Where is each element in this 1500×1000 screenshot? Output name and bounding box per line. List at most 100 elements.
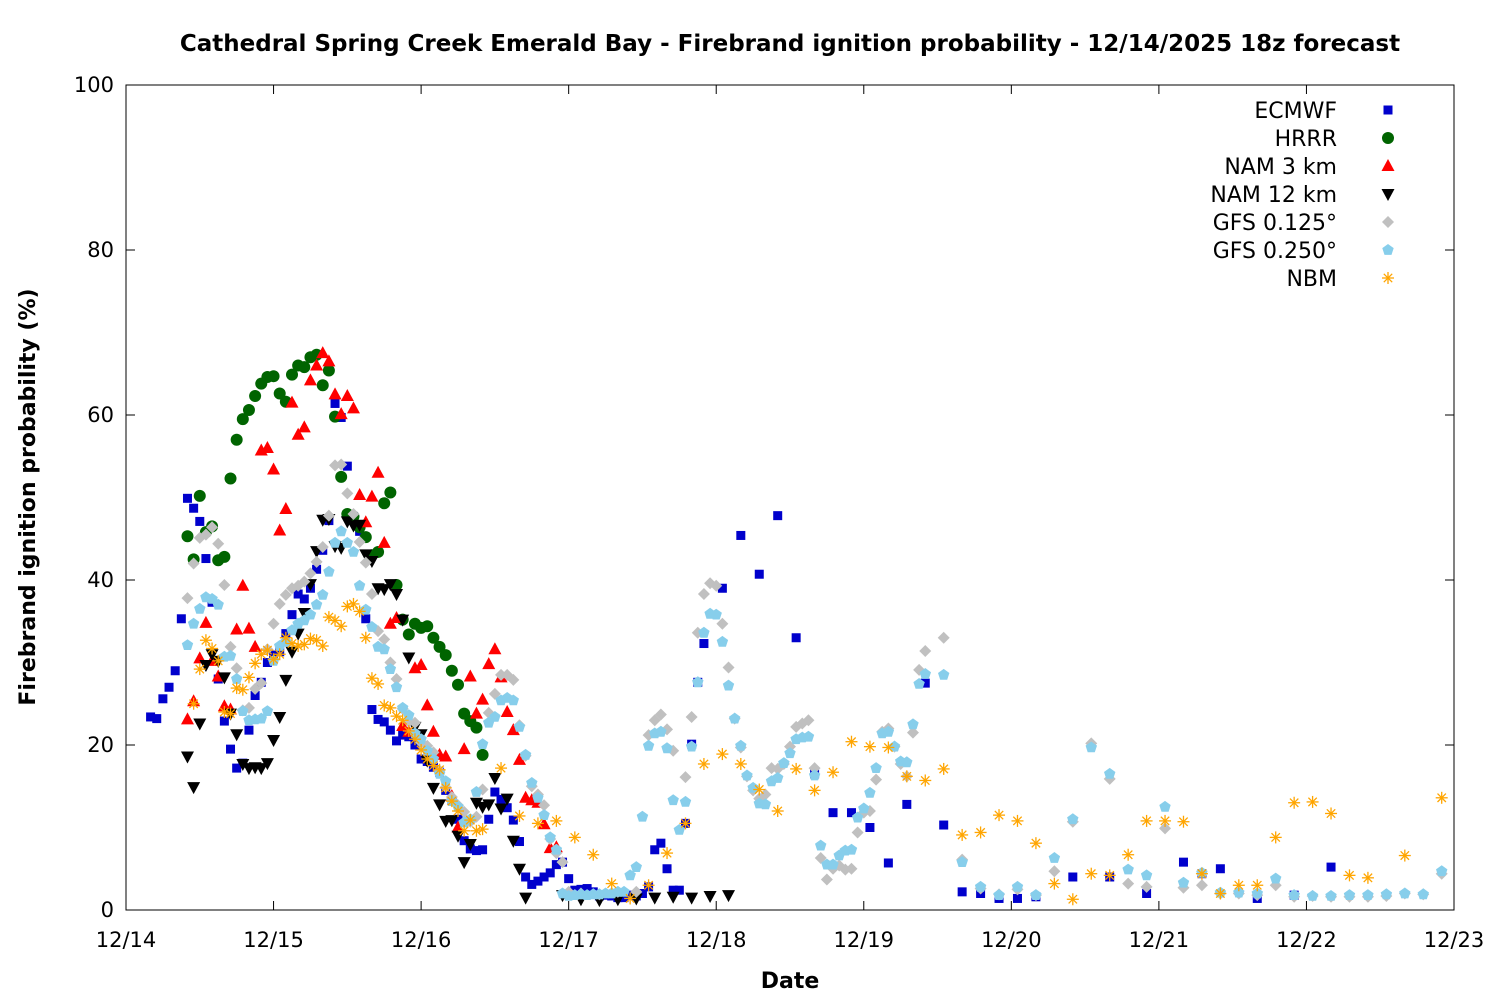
data-point (464, 814, 477, 827)
data-point (267, 735, 281, 748)
data-point (218, 550, 231, 563)
data-point (710, 608, 722, 620)
data-point (846, 808, 856, 818)
data-point (1417, 888, 1429, 900)
data-point (194, 602, 206, 614)
data-point (402, 628, 415, 641)
data-point (1011, 880, 1024, 892)
data-point (212, 537, 225, 550)
data-point (377, 535, 391, 548)
data-point (539, 872, 549, 882)
data-point (956, 856, 968, 867)
data-point (476, 823, 489, 836)
data-point (650, 845, 660, 855)
data-point (273, 711, 287, 724)
data-point (261, 705, 274, 716)
data-point (624, 869, 636, 881)
data-point (316, 541, 329, 553)
data-point (527, 879, 537, 889)
data-point (224, 707, 237, 720)
data-point (476, 692, 490, 705)
data-point (655, 725, 667, 737)
data-point (273, 523, 287, 536)
data-point (636, 810, 649, 822)
data-point (679, 817, 692, 830)
data-point (187, 697, 200, 710)
data-point (772, 772, 784, 783)
data-point (316, 346, 330, 359)
data-point (230, 662, 243, 675)
series-nbm (187, 597, 1448, 906)
data-point (679, 795, 692, 807)
x-tick-label: 12/23 (1424, 928, 1485, 952)
data-point (366, 621, 378, 632)
data-point (697, 757, 710, 770)
data-point (353, 579, 366, 591)
data-point (335, 525, 347, 537)
data-point (335, 470, 348, 483)
data-point (1232, 879, 1245, 892)
data-point (956, 828, 969, 841)
x-tick-label: 12/18 (686, 928, 747, 952)
data-point (193, 663, 206, 676)
data-point (722, 679, 735, 691)
data-point (1306, 890, 1319, 901)
data-point (1325, 807, 1338, 820)
data-point (346, 401, 360, 414)
data-point (445, 664, 458, 677)
data-point (1343, 869, 1356, 882)
data-point (347, 508, 360, 520)
data-point (445, 815, 459, 828)
data-point (500, 793, 514, 806)
data-point (1048, 865, 1061, 878)
data-point (408, 661, 422, 674)
data-point (939, 820, 949, 830)
data-point (273, 387, 286, 400)
data-point (1270, 872, 1282, 884)
data-point (1159, 814, 1172, 827)
data-point (668, 885, 678, 895)
data-point (408, 733, 421, 746)
data-point (901, 756, 913, 768)
data-point (359, 631, 372, 644)
data-point (1048, 877, 1061, 890)
data-point (863, 740, 876, 753)
data-point (219, 716, 229, 726)
data-point (378, 643, 390, 655)
data-point (445, 795, 458, 808)
data-point (267, 370, 280, 383)
plot-frame (125, 84, 1455, 911)
data-point (396, 714, 409, 727)
data-point (267, 653, 280, 666)
data-point (556, 856, 569, 869)
data-point (482, 799, 496, 812)
data-point (292, 640, 305, 652)
data-point (550, 843, 563, 855)
data-point (181, 592, 194, 605)
data-point (1122, 863, 1134, 875)
data-point (427, 631, 440, 644)
data-point (181, 530, 194, 543)
data-point (378, 497, 391, 510)
data-point (298, 361, 311, 374)
data-point (489, 711, 501, 722)
data-point (390, 673, 403, 685)
data-point (226, 744, 236, 754)
data-point (661, 742, 673, 754)
data-point (791, 633, 801, 643)
data-point (1122, 877, 1135, 890)
data-point (193, 718, 207, 731)
data-point (416, 754, 426, 764)
data-point (218, 578, 231, 591)
data-point (463, 669, 477, 682)
data-point (778, 757, 790, 768)
data-point (261, 644, 274, 657)
data-point (1104, 767, 1116, 779)
data-point (1362, 889, 1374, 900)
data-point (316, 640, 329, 652)
data-point (519, 748, 532, 760)
y-axis-title: Firebrand ignition probability (%) (16, 288, 41, 705)
data-point (199, 528, 212, 541)
data-point (753, 783, 766, 796)
data-point (212, 598, 224, 610)
